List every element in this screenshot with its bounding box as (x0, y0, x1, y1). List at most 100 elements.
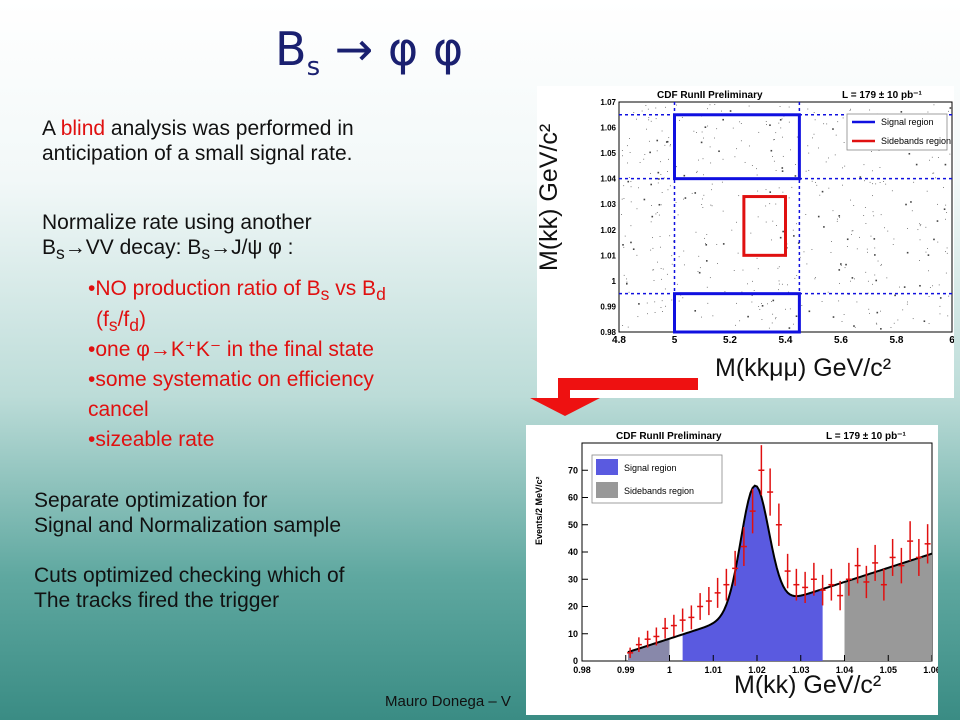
scatter-point (851, 277, 854, 279)
scatter-point (927, 111, 929, 113)
scatter-point (636, 208, 638, 210)
scatter-point (938, 284, 940, 286)
scatter-point (657, 171, 660, 174)
bullet-item: (fs/fd) (96, 308, 146, 336)
mass-xlabel: M(kk) GeV/c² (734, 671, 882, 699)
scatter-legend-signal: Signal region (881, 117, 934, 127)
scatter-point (854, 278, 855, 280)
scatter-point (782, 136, 783, 138)
scatter-point (865, 223, 867, 224)
scatter-point (721, 110, 722, 112)
scatter-point (654, 312, 656, 313)
scatter-point (757, 268, 759, 270)
scatter-point (736, 302, 737, 304)
scatter-point (838, 215, 841, 217)
left-region-fill (627, 638, 670, 661)
scatter-ytick: 1.02 (600, 226, 616, 235)
scatter-point (778, 266, 780, 268)
scatter-point (795, 315, 798, 318)
scatter-xtick: 5.2 (723, 335, 737, 346)
mass-xtick: 1 (667, 665, 672, 675)
scatter-point (869, 109, 871, 111)
scatter-point (703, 137, 704, 139)
scatter-point (711, 189, 712, 191)
scatter-point (698, 255, 700, 257)
scatter-point (912, 318, 914, 320)
scatter-point (948, 110, 949, 112)
scatter-point (872, 183, 874, 185)
scatter-point (880, 214, 882, 216)
scatter-point (785, 308, 786, 310)
scatter-point (900, 111, 903, 113)
scatter-point (868, 308, 870, 310)
mass-ytick: 40 (568, 547, 578, 557)
scatter-ytick: 1.05 (600, 149, 616, 158)
scatter-point (929, 287, 931, 288)
scatter-point (662, 268, 664, 270)
arrow-bar-horizontal (558, 378, 698, 390)
scatter-point (623, 274, 625, 276)
scatter-point (867, 280, 869, 282)
scatter-xtick: 6 (949, 335, 954, 346)
scatter-point (887, 230, 889, 232)
scatter-point (675, 202, 677, 203)
scatter-point (842, 117, 844, 119)
scatter-point (623, 185, 625, 187)
scatter-point (875, 279, 878, 282)
scatter-point (626, 145, 628, 147)
scatter-point (806, 263, 808, 265)
scatter-point (732, 127, 734, 129)
scatter-point (775, 318, 776, 320)
scatter-point (630, 186, 632, 188)
scatter-point (751, 301, 753, 303)
scatter-point (661, 192, 663, 193)
scatter-point (874, 274, 876, 276)
mass-ytick: 30 (568, 574, 578, 584)
scatter-point (913, 181, 915, 183)
scatter-point (623, 246, 625, 248)
scatter-point (828, 187, 830, 189)
scatter-point (939, 305, 941, 307)
scatter-point (738, 195, 740, 197)
scatter-point (906, 251, 909, 254)
scatter-point (722, 118, 724, 121)
scatter-point (873, 238, 876, 240)
scatter-point (660, 307, 662, 308)
mass-lumi: L = 179 ± 10 pb⁻¹ (826, 431, 906, 442)
scatter-point (813, 133, 815, 135)
scatter-point (780, 127, 782, 129)
scatter-point (758, 306, 760, 307)
scatter-point (668, 158, 669, 160)
scatter-point (823, 226, 825, 228)
scatter-point (628, 177, 630, 178)
scatter-point (837, 121, 839, 123)
fit-curve (627, 484, 933, 654)
scatter-point (782, 230, 784, 233)
scatter-region-box (742, 195, 787, 257)
scatter-point (656, 212, 658, 213)
scatter-point (907, 301, 908, 303)
scatter-point (925, 251, 927, 253)
scatter-point (867, 292, 869, 294)
scatter-point (874, 254, 876, 256)
scatter-point (781, 283, 783, 285)
mass-yticks: 0 10 20 30 40 50 60 70 (568, 465, 588, 666)
scatter-ytick: 1.06 (600, 124, 616, 133)
scatter-point (744, 161, 746, 163)
scatter-point (704, 126, 707, 128)
mass-xtick: 0.99 (617, 665, 635, 675)
mass-header: CDF RunII Preliminary (616, 431, 722, 442)
scatter-point (853, 325, 855, 327)
scatter-point (928, 323, 930, 325)
scatter-point (705, 260, 708, 262)
scatter-ytick: 1.04 (600, 175, 616, 184)
scatter-point (849, 110, 851, 111)
bullet-list: •NO production ratio of Bs vs Bd (fs/fd)… (88, 276, 508, 452)
scatter-point (863, 164, 865, 166)
scatter-point (711, 183, 713, 185)
scatter-point (825, 161, 827, 163)
scatter-point (891, 190, 893, 192)
scatter-point (678, 256, 680, 258)
scatter-point (756, 174, 758, 176)
scatter-point (932, 172, 934, 174)
